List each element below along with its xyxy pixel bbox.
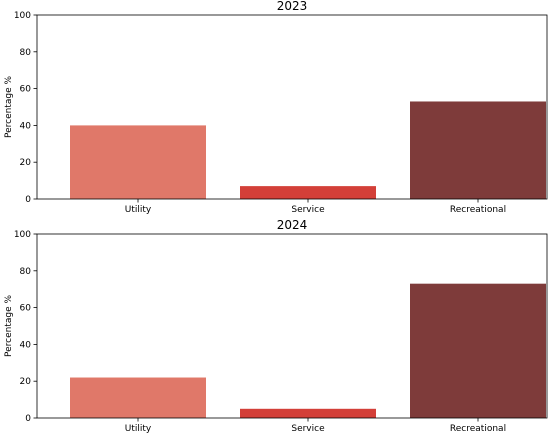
chart-title: 2024 bbox=[277, 218, 308, 232]
x-tick-label: Utility bbox=[125, 424, 152, 434]
y-tick-label: 60 bbox=[20, 304, 32, 314]
x-tick-label: Service bbox=[291, 205, 325, 215]
y-tick-label: 40 bbox=[20, 340, 32, 350]
bar-utility bbox=[70, 377, 206, 418]
bar-recreational bbox=[410, 101, 546, 199]
y-tick-label: 0 bbox=[25, 414, 31, 424]
x-tick-label: Service bbox=[291, 424, 325, 434]
x-tick-label: Utility bbox=[125, 205, 152, 215]
y-tick-label: 100 bbox=[14, 11, 31, 21]
x-tick-label: Recreational bbox=[450, 205, 506, 215]
bar-recreational bbox=[410, 283, 546, 418]
plot-frame bbox=[36, 233, 548, 419]
plot-frame bbox=[36, 14, 548, 200]
bar-service bbox=[240, 186, 376, 199]
y-tick-label: 80 bbox=[20, 48, 32, 58]
y-axis-label: Percentage % bbox=[4, 76, 14, 138]
y-axis-label: Percentage % bbox=[4, 295, 14, 357]
y-tick-label: 40 bbox=[20, 121, 32, 131]
y-tick-label: 20 bbox=[20, 158, 32, 168]
y-tick-label: 20 bbox=[20, 377, 32, 387]
chart-title: 2023 bbox=[277, 0, 308, 13]
bar-service bbox=[240, 408, 376, 418]
y-tick-label: 80 bbox=[20, 267, 32, 277]
y-tick-label: 100 bbox=[14, 230, 31, 240]
x-tick-label: Recreational bbox=[450, 424, 506, 434]
bar-utility bbox=[70, 125, 206, 199]
y-tick-label: 60 bbox=[20, 85, 32, 95]
y-tick-label: 0 bbox=[25, 195, 31, 205]
